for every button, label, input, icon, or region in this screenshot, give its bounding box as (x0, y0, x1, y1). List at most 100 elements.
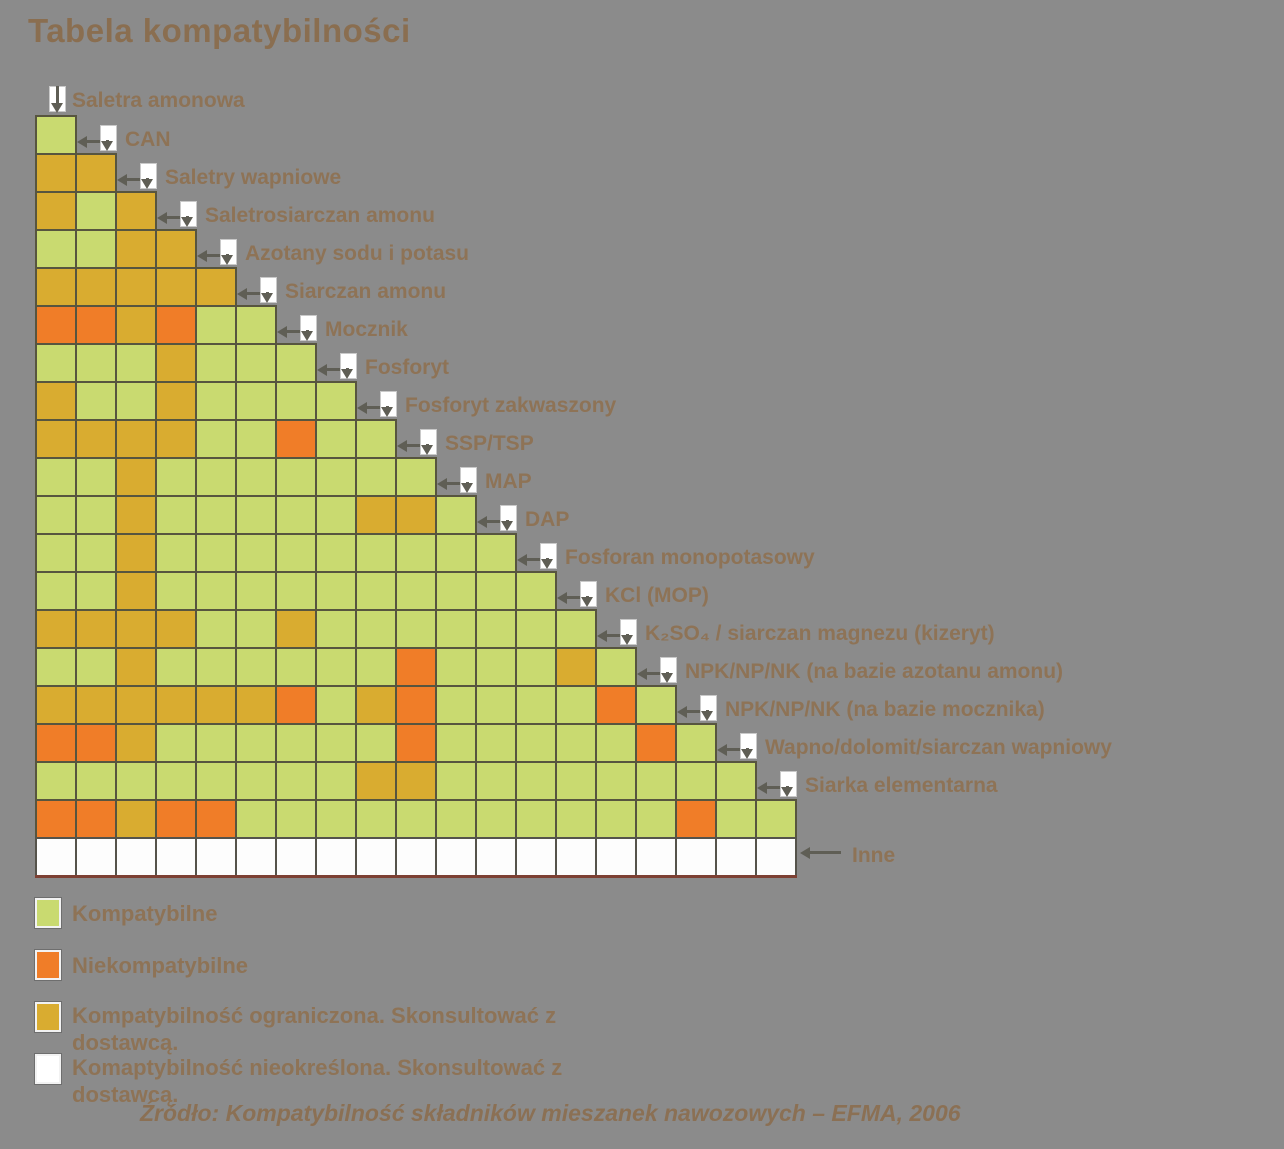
elbow-arrow-hline (566, 596, 588, 599)
matrix-cell (315, 381, 357, 421)
matrix-cell (715, 837, 757, 877)
matrix-cell (275, 571, 317, 611)
matrix-cell (475, 761, 517, 801)
matrix-cell (75, 457, 117, 497)
matrix-cell (115, 609, 157, 649)
matrix-cell (35, 267, 77, 307)
matrix-cell (435, 647, 477, 687)
elbow-arrow-hline (86, 140, 108, 143)
matrix-cell (155, 685, 197, 725)
matrix-cell (195, 381, 237, 421)
matrix-cell (435, 723, 477, 763)
matrix-cell (155, 761, 197, 801)
matrix-cell (75, 761, 117, 801)
matrix-cell (355, 533, 397, 573)
elbow-arrow-hline (126, 178, 148, 181)
left-arrow-icon (597, 630, 607, 642)
matrix-cell (115, 457, 157, 497)
elbow-arrow-hline (366, 406, 388, 409)
left-arrow-icon (277, 326, 287, 338)
elbow-arrow-hline (166, 216, 188, 219)
matrix-cell (235, 457, 277, 497)
matrix-cell (35, 115, 77, 155)
down-arrow-icon (261, 293, 273, 303)
matrix-cell (155, 799, 197, 839)
matrix-cell (235, 571, 277, 611)
matrix-cell (315, 495, 357, 535)
matrix-cell (675, 723, 717, 763)
source-note: Źródło: Kompatybilność składników miesza… (140, 1100, 961, 1126)
matrix-cell (115, 799, 157, 839)
matrix-cell (115, 647, 157, 687)
matrix-cell (115, 571, 157, 611)
matrix-cell (315, 419, 357, 459)
substance-label-3: Saletry wapniowe (165, 166, 342, 189)
matrix-cell (595, 799, 637, 839)
left-arrow-icon (437, 478, 447, 490)
substance-label-20: Inne (852, 844, 896, 867)
matrix-cell (35, 799, 77, 839)
substance-label-9: Fosforyt zakwaszony (405, 394, 617, 417)
left-arrow-icon (157, 212, 167, 224)
down-arrow-icon (661, 673, 673, 683)
elbow-arrow-hline (646, 672, 668, 675)
matrix-cell (275, 419, 317, 459)
matrix-cell (515, 723, 557, 763)
substance-label-7: Mocznik (325, 318, 408, 341)
matrix-cell (515, 609, 557, 649)
matrix-cell (195, 533, 237, 573)
left-arrow-icon (197, 250, 207, 262)
matrix-cell (315, 571, 357, 611)
matrix-cell (115, 837, 157, 877)
matrix-cell (315, 685, 357, 725)
matrix-cell (355, 837, 397, 877)
substance-label-18: Wapno/dolomit/siarczan wapniowy (765, 736, 1112, 759)
left-arrow-icon (117, 174, 127, 186)
matrix-cell (35, 343, 77, 383)
matrix-cell (315, 457, 357, 497)
matrix-cell (475, 609, 517, 649)
matrix-cell (275, 343, 317, 383)
matrix-cell (75, 153, 117, 193)
legend-swatch-compatible (35, 898, 61, 928)
matrix-cell (435, 685, 477, 725)
matrix-cell (75, 495, 117, 535)
down-arrow-icon (581, 597, 593, 607)
matrix-cell (675, 761, 717, 801)
matrix-cell (75, 533, 117, 573)
substance-label-11: MAP (485, 470, 532, 493)
down-arrow-icon (51, 103, 63, 113)
matrix-cell (435, 495, 477, 535)
matrix-cell (275, 457, 317, 497)
elbow-arrow-hline (446, 482, 468, 485)
left-arrow-icon (237, 288, 247, 300)
legend-label-undetermined: Komaptybilność nieokreślona. Skonsultowa… (72, 1055, 563, 1107)
substance-label-8: Fosforyt (365, 356, 449, 379)
matrix-cell (555, 647, 597, 687)
matrix-cell (275, 647, 317, 687)
matrix-cell (155, 419, 197, 459)
matrix-cell (75, 267, 117, 307)
matrix-cell (595, 647, 637, 687)
matrix-cell (275, 799, 317, 839)
matrix-cell (75, 305, 117, 345)
matrix-cell (395, 723, 437, 763)
matrix-cell (395, 837, 437, 877)
matrix-cell (435, 609, 477, 649)
matrix-cell (155, 647, 197, 687)
matrix-cell (555, 837, 597, 877)
matrix-cell (715, 799, 757, 839)
down-arrow-icon (101, 141, 113, 151)
matrix-cell (155, 457, 197, 497)
left-arrow-icon (557, 592, 567, 604)
matrix-cell (395, 495, 437, 535)
matrix-cell (195, 685, 237, 725)
matrix-cell (435, 571, 477, 611)
left-arrow-icon (77, 136, 87, 148)
matrix-cell (435, 799, 477, 839)
matrix-cell (555, 761, 597, 801)
matrix-cell (315, 609, 357, 649)
matrix-cell (475, 571, 517, 611)
matrix-cell (355, 457, 397, 497)
